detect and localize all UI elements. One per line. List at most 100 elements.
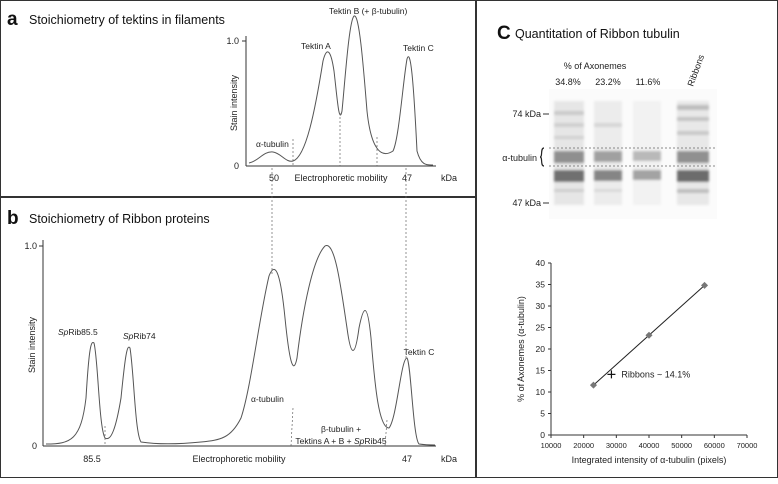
scatter-xticks: 10000 20000 30000 40000 50000 60000 70000 xyxy=(541,435,758,450)
gel-band xyxy=(594,170,622,181)
panel-c-letter: C xyxy=(497,23,511,44)
panel-b-xtick-label: 47 xyxy=(402,454,412,464)
panel-b-xtick-label: 85.5 xyxy=(83,454,101,464)
scatter-ytick-label: 40 xyxy=(536,258,546,268)
gel-marker-label: α-tubulin xyxy=(502,153,537,163)
panel-a-peak-label: Tektin A xyxy=(301,41,331,51)
gel-band xyxy=(594,151,622,162)
panel-a-ytick-label: 1.0 xyxy=(226,36,239,46)
panel-b-annotation: β-tubulin + xyxy=(321,424,361,434)
panel-a: a Stoichiometry of tektins in filaments … xyxy=(0,0,476,197)
scatter-ytick-label: 35 xyxy=(536,280,546,290)
gel-band xyxy=(554,123,584,127)
scatter-xtick-label: 40000 xyxy=(639,441,660,450)
gel-band xyxy=(677,117,709,121)
gel-lane-label: Ribbons xyxy=(685,53,706,88)
scatter-xtick-label: 30000 xyxy=(606,441,627,450)
gel-marker-label: 47 kDa xyxy=(512,198,541,208)
panel-a-ylabel: Stain intensity xyxy=(229,74,239,131)
panel-b-divider xyxy=(384,419,388,447)
gel-band xyxy=(633,170,661,180)
gel-band xyxy=(594,189,622,192)
gel-band xyxy=(677,170,709,182)
gel-band xyxy=(677,151,709,163)
gel-bracket xyxy=(539,147,545,167)
panel-c: C Quantitation of Ribbon tubulin % of Ax… xyxy=(476,0,778,478)
panel-b-trace xyxy=(45,245,436,446)
panel-a-peak-label: Tektin C xyxy=(403,43,434,53)
gel-band xyxy=(633,151,661,161)
panel-a-chart: a Stoichiometry of tektins in filaments … xyxy=(7,6,457,183)
scatter-yticks: 0 5 10 15 20 25 30 35 40 xyxy=(536,258,551,440)
panel-b-peak-italic: Sp xyxy=(58,327,69,337)
panel-a-xtick-label: 47 xyxy=(402,173,412,183)
panel-b-peak-name: Rib85.5 xyxy=(68,327,98,337)
gel-lane-label: 34.8% xyxy=(555,77,581,87)
panel-b-xunit: kDa xyxy=(441,454,457,464)
panel-b-letter: b xyxy=(7,208,19,229)
panel-a-xunit: kDa xyxy=(441,173,457,183)
gel-band xyxy=(594,123,622,127)
gel-lane-label: 23.2% xyxy=(595,77,621,87)
scatter-ytick-label: 15 xyxy=(536,366,546,376)
panel-b-peak-italic: Sp xyxy=(123,331,134,341)
panel-b-chart: b Stoichiometry of Ribbon proteins 1.0 0… xyxy=(7,208,457,464)
panel-b-xlabel: Electrophoretic mobility xyxy=(192,454,286,464)
scatter-ytick-label: 20 xyxy=(536,344,546,354)
scatter-xtick-label: 70000 xyxy=(737,441,758,450)
scatter-ylabel: % of Axonemes (α-tubulin) xyxy=(516,296,526,402)
panel-a-peak-label: Tektin B (+ β-tubulin) xyxy=(329,6,408,16)
scatter-point xyxy=(645,331,653,339)
scatter-point xyxy=(589,381,598,389)
gel-header: % of Axonemes xyxy=(564,61,627,71)
panel-b-ylabel: Stain intensity xyxy=(27,316,37,373)
panel-a-xlabel: Electrophoretic mobility xyxy=(294,173,388,183)
panel-b-title: Stoichiometry of Ribbon proteins xyxy=(29,212,210,226)
gel-band xyxy=(554,136,584,139)
scatter-ytick-label: 5 xyxy=(540,409,545,419)
panel-b: b Stoichiometry of Ribbon proteins 1.0 0… xyxy=(0,197,476,478)
gel-band xyxy=(677,189,709,193)
panel-a-title: Stoichiometry of tektins in filaments xyxy=(29,13,225,27)
scatter-ytick-label: 0 xyxy=(540,430,545,440)
gel-band xyxy=(554,151,584,163)
panel-a-xtick-label: 50 xyxy=(269,173,279,183)
panel-b-peak-label: SpRib74 xyxy=(123,331,156,341)
scatter-ytick-label: 30 xyxy=(536,301,546,311)
panel-b-annotation: Tektins A + B + SpRib45 xyxy=(295,436,386,446)
scatter-ytick-label: 25 xyxy=(536,323,546,333)
scatter-xtick-label: 50000 xyxy=(671,441,692,450)
gel-band xyxy=(554,170,584,182)
panel-b-annotation-italic: Sp xyxy=(354,436,365,446)
panel-b-annotation-part: Tektins A + B + xyxy=(295,436,354,446)
scatter-plot: % of Axonemes (α-tubulin) Integrated int… xyxy=(516,258,757,465)
panel-b-peak-label: SpRib85.5 xyxy=(58,327,98,337)
connector-lines xyxy=(271,168,407,360)
scatter-xtick-label: 10000 xyxy=(541,441,562,450)
panel-b-peak-label: α-tubulin xyxy=(251,394,284,404)
panel-b-peak-label: Tektin C xyxy=(404,347,435,357)
gel-band xyxy=(677,105,709,110)
panel-b-ytick-label: 0 xyxy=(32,441,37,451)
gel-marker-label: 74 kDa xyxy=(512,109,541,119)
scatter-xlabel: Integrated intensity of α-tubulin (pixel… xyxy=(572,455,727,465)
panel-a-ytick-label: 0 xyxy=(234,161,239,171)
scatter-marks xyxy=(589,281,709,389)
panel-a-peak-label: α-tubulin xyxy=(256,139,289,149)
ribbons-point-label: Ribbons ~ 14.1% xyxy=(621,369,690,379)
panel-a-letter: a xyxy=(7,9,18,30)
gel-band xyxy=(677,131,709,135)
scatter-xtick-label: 20000 xyxy=(573,441,594,450)
gel-lanes xyxy=(554,101,709,205)
panel-b-annotation-part: Rib45 xyxy=(364,436,386,446)
gel-lane-label: 11.6% xyxy=(636,77,661,87)
scatter-xtick-label: 60000 xyxy=(704,441,725,450)
panel-b-ytick-label: 1.0 xyxy=(24,241,37,251)
gel-image xyxy=(549,89,717,219)
gel-band xyxy=(554,189,584,192)
panel-c-title: Quantitation of Ribbon tubulin xyxy=(515,27,680,41)
panel-c-figure: C Quantitation of Ribbon tubulin % of Ax… xyxy=(497,23,757,465)
panel-b-peak-name: Rib74 xyxy=(133,331,155,341)
scatter-ytick-label: 10 xyxy=(536,387,546,397)
gel-band xyxy=(554,111,584,115)
